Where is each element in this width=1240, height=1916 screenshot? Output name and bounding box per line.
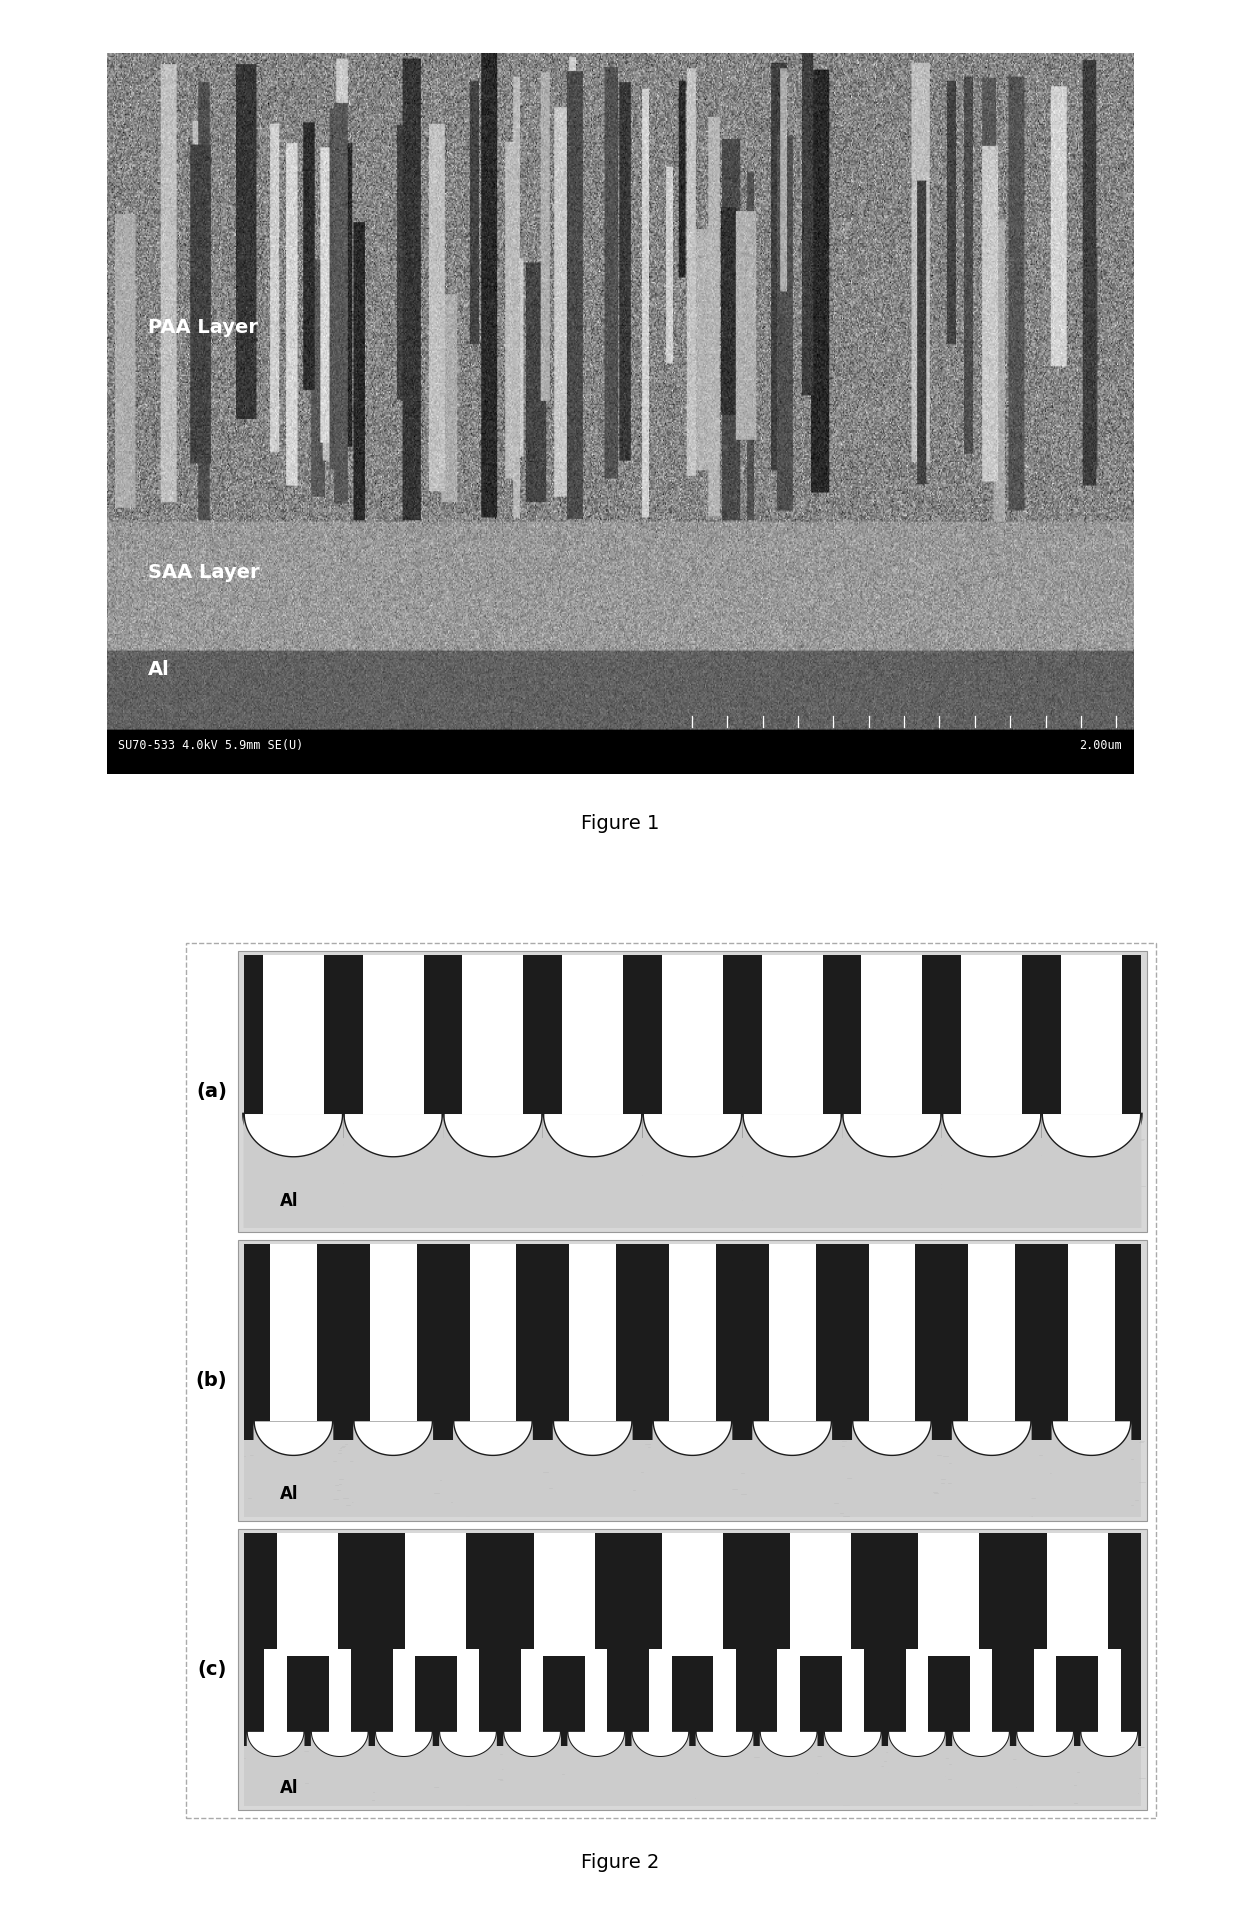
Bar: [463, 954, 523, 1113]
Bar: [243, 1744, 1141, 1805]
Text: SU70-533 4.0kV 5.9mm SE(U): SU70-533 4.0kV 5.9mm SE(U): [118, 740, 304, 751]
Bar: [842, 1650, 864, 1732]
Bar: [919, 1533, 980, 1655]
Bar: [790, 1533, 851, 1655]
Bar: [585, 1650, 608, 1732]
Text: Al: Al: [279, 1192, 298, 1211]
Bar: [862, 954, 923, 1113]
Text: PAA Layer: PAA Layer: [148, 318, 258, 337]
Bar: [662, 1533, 723, 1655]
Text: 2.00um: 2.00um: [1079, 740, 1122, 751]
Bar: [393, 1650, 415, 1732]
Bar: [263, 954, 324, 1113]
Bar: [243, 1533, 1141, 1745]
Bar: [521, 1650, 543, 1732]
Bar: [1099, 1650, 1121, 1732]
Bar: [1061, 954, 1122, 1113]
Bar: [970, 1650, 992, 1732]
Bar: [264, 1650, 286, 1732]
Text: Al: Al: [279, 1485, 298, 1502]
Bar: [270, 1243, 316, 1422]
Text: Figure 2: Figure 2: [580, 1853, 660, 1872]
Bar: [243, 954, 1141, 1138]
Bar: [1068, 1243, 1115, 1422]
Bar: [905, 1650, 928, 1732]
Bar: [470, 1243, 516, 1422]
Bar: [277, 1533, 339, 1655]
Bar: [533, 1533, 595, 1655]
Bar: [238, 950, 1147, 1232]
Bar: [186, 943, 1156, 1818]
Bar: [569, 1243, 616, 1422]
Text: Al: Al: [279, 1778, 298, 1797]
Bar: [769, 1243, 816, 1422]
Text: (a): (a): [196, 1083, 227, 1102]
Bar: [650, 1650, 672, 1732]
Bar: [405, 1533, 466, 1655]
Bar: [562, 954, 624, 1113]
Bar: [238, 1529, 1147, 1811]
Text: (c): (c): [197, 1659, 226, 1678]
Text: Figure 1: Figure 1: [580, 814, 660, 833]
Text: SAA Layer: SAA Layer: [148, 563, 259, 582]
Bar: [243, 1134, 1141, 1228]
Bar: [243, 1437, 1141, 1517]
Bar: [362, 954, 424, 1113]
Text: Al: Al: [148, 661, 170, 678]
Bar: [777, 1650, 800, 1732]
Bar: [968, 1243, 1016, 1422]
Bar: [662, 954, 723, 1113]
Bar: [761, 954, 822, 1113]
Bar: [670, 1243, 715, 1422]
Bar: [713, 1650, 735, 1732]
Text: (b): (b): [196, 1370, 227, 1389]
Bar: [1047, 1533, 1107, 1655]
Bar: [238, 1240, 1147, 1521]
Bar: [456, 1650, 479, 1732]
Bar: [243, 1243, 1141, 1441]
Bar: [329, 1650, 351, 1732]
Bar: [868, 1243, 915, 1422]
Bar: [961, 954, 1022, 1113]
Bar: [1034, 1650, 1056, 1732]
Bar: [370, 1243, 417, 1422]
